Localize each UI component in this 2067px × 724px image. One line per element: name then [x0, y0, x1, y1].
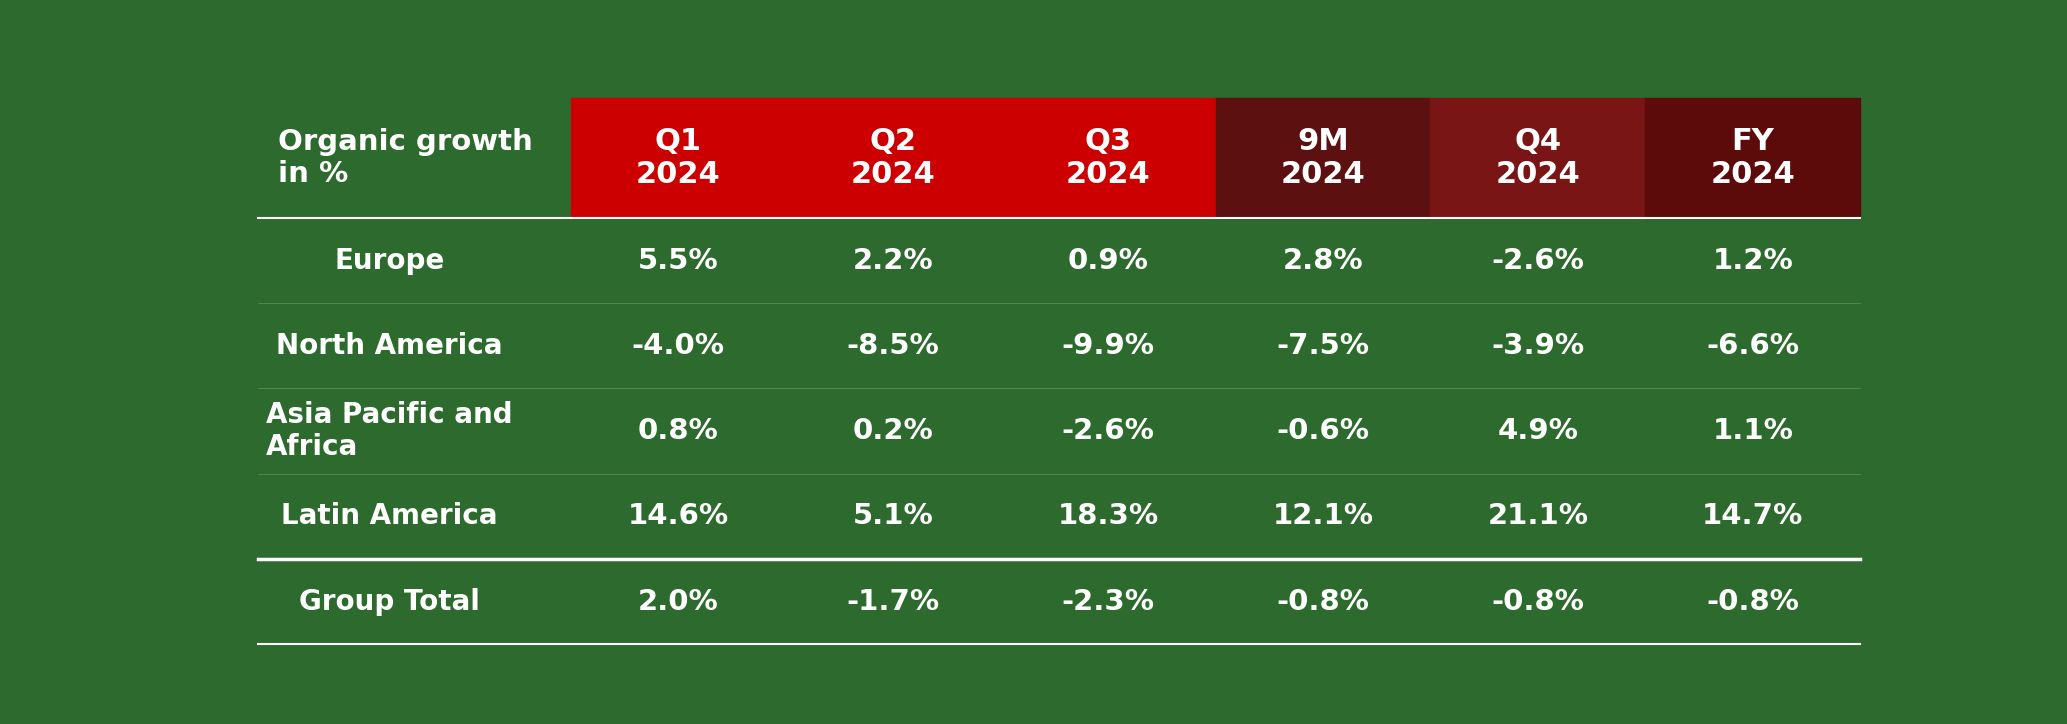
Text: 9M
2024: 9M 2024: [1282, 127, 1366, 189]
Bar: [1215, 98, 1430, 218]
Text: 18.3%: 18.3%: [1058, 502, 1160, 531]
Text: -2.6%: -2.6%: [1492, 247, 1583, 274]
Text: 0.9%: 0.9%: [1069, 247, 1149, 274]
Text: Latin America: Latin America: [281, 502, 498, 531]
Text: Europe: Europe: [335, 247, 444, 274]
Text: -2.3%: -2.3%: [1062, 588, 1155, 615]
Text: 14.6%: 14.6%: [628, 502, 730, 531]
Text: 1.2%: 1.2%: [1711, 247, 1794, 274]
Text: 12.1%: 12.1%: [1273, 502, 1372, 531]
Bar: [785, 98, 1000, 218]
Text: 2.2%: 2.2%: [854, 247, 934, 274]
Bar: [1000, 98, 1215, 218]
Text: 4.9%: 4.9%: [1497, 417, 1579, 445]
Text: -7.5%: -7.5%: [1277, 332, 1370, 360]
Text: Asia Pacific and
Africa: Asia Pacific and Africa: [267, 401, 513, 461]
Text: -4.0%: -4.0%: [633, 332, 726, 360]
Text: 2.0%: 2.0%: [639, 588, 719, 615]
Text: Group Total: Group Total: [300, 588, 480, 615]
Text: 2.8%: 2.8%: [1284, 247, 1364, 274]
Text: -2.6%: -2.6%: [1062, 417, 1155, 445]
Text: -0.8%: -0.8%: [1277, 588, 1370, 615]
Text: 1.1%: 1.1%: [1711, 417, 1794, 445]
Text: 0.2%: 0.2%: [854, 417, 934, 445]
Text: -1.7%: -1.7%: [847, 588, 940, 615]
Bar: [1430, 98, 1645, 218]
Bar: [1645, 98, 1860, 218]
Text: 21.1%: 21.1%: [1488, 502, 1587, 531]
Text: -6.6%: -6.6%: [1707, 332, 1800, 360]
Text: -3.9%: -3.9%: [1492, 332, 1585, 360]
Text: 5.1%: 5.1%: [854, 502, 934, 531]
Text: FY
2024: FY 2024: [1711, 127, 1796, 189]
Text: Q1
2024: Q1 2024: [637, 127, 721, 189]
Text: Q2
2024: Q2 2024: [852, 127, 936, 189]
Bar: [570, 98, 785, 218]
Text: 5.5%: 5.5%: [639, 247, 719, 274]
Text: 0.8%: 0.8%: [639, 417, 719, 445]
Text: -0.8%: -0.8%: [1492, 588, 1583, 615]
Text: Q3
2024: Q3 2024: [1067, 127, 1151, 189]
Text: Q4
2024: Q4 2024: [1497, 127, 1581, 189]
Text: -0.6%: -0.6%: [1277, 417, 1370, 445]
Text: -8.5%: -8.5%: [847, 332, 940, 360]
Text: Organic growth
in %: Organic growth in %: [277, 127, 533, 188]
Text: 14.7%: 14.7%: [1703, 502, 1804, 531]
Text: -0.8%: -0.8%: [1707, 588, 1798, 615]
Text: North America: North America: [277, 332, 502, 360]
Text: -9.9%: -9.9%: [1062, 332, 1155, 360]
